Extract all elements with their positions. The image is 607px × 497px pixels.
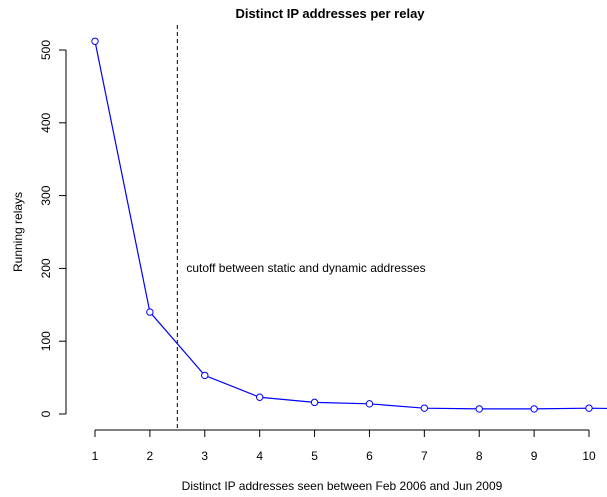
x-axis-label: Distinct IP addresses seen between Feb 2… [182, 479, 503, 493]
x-tick-label: 4 [256, 449, 263, 463]
data-point [585, 404, 593, 412]
y-axis: 0 100 200 300 400 500 [39, 40, 67, 417]
x-tick-label: 3 [201, 449, 208, 463]
y-axis-label: Running relays [11, 192, 25, 272]
data-point [255, 393, 264, 401]
x-tick-label: 9 [531, 449, 538, 463]
cutoff-group: cutoff between static and dynamic addres… [176, 25, 426, 430]
data-point [365, 400, 374, 408]
x-tick-label: 7 [421, 449, 428, 463]
series-group [91, 37, 607, 413]
y-tick-label: 100 [39, 331, 53, 351]
y-tick-label: 0 [39, 410, 53, 417]
data-point [310, 398, 319, 407]
series-line [94, 41, 607, 410]
chart-title: Distinct IP addresses per relay [235, 6, 425, 21]
data-point [146, 308, 154, 316]
x-tick-label: 1 [92, 449, 99, 463]
data-point [91, 37, 99, 45]
data-point [201, 371, 209, 380]
x-axis: 1 2 3 4 5 6 7 8 9 10 [92, 429, 596, 463]
y-tick-label: 500 [39, 40, 53, 60]
x-tick-label: 6 [366, 449, 373, 463]
x-tick-label: 8 [476, 449, 483, 463]
x-tick-label: 5 [311, 449, 318, 463]
x-tick-label: 2 [147, 449, 154, 463]
y-tick-label: 400 [39, 112, 53, 132]
data-point [420, 404, 429, 412]
data-point [530, 405, 538, 413]
y-tick-label: 200 [39, 258, 53, 278]
cutoff-annotation: cutoff between static and dynamic addres… [186, 261, 425, 275]
y-tick-label: 300 [39, 185, 53, 205]
x-tick-label: 10 [582, 449, 596, 463]
data-point [475, 405, 483, 413]
